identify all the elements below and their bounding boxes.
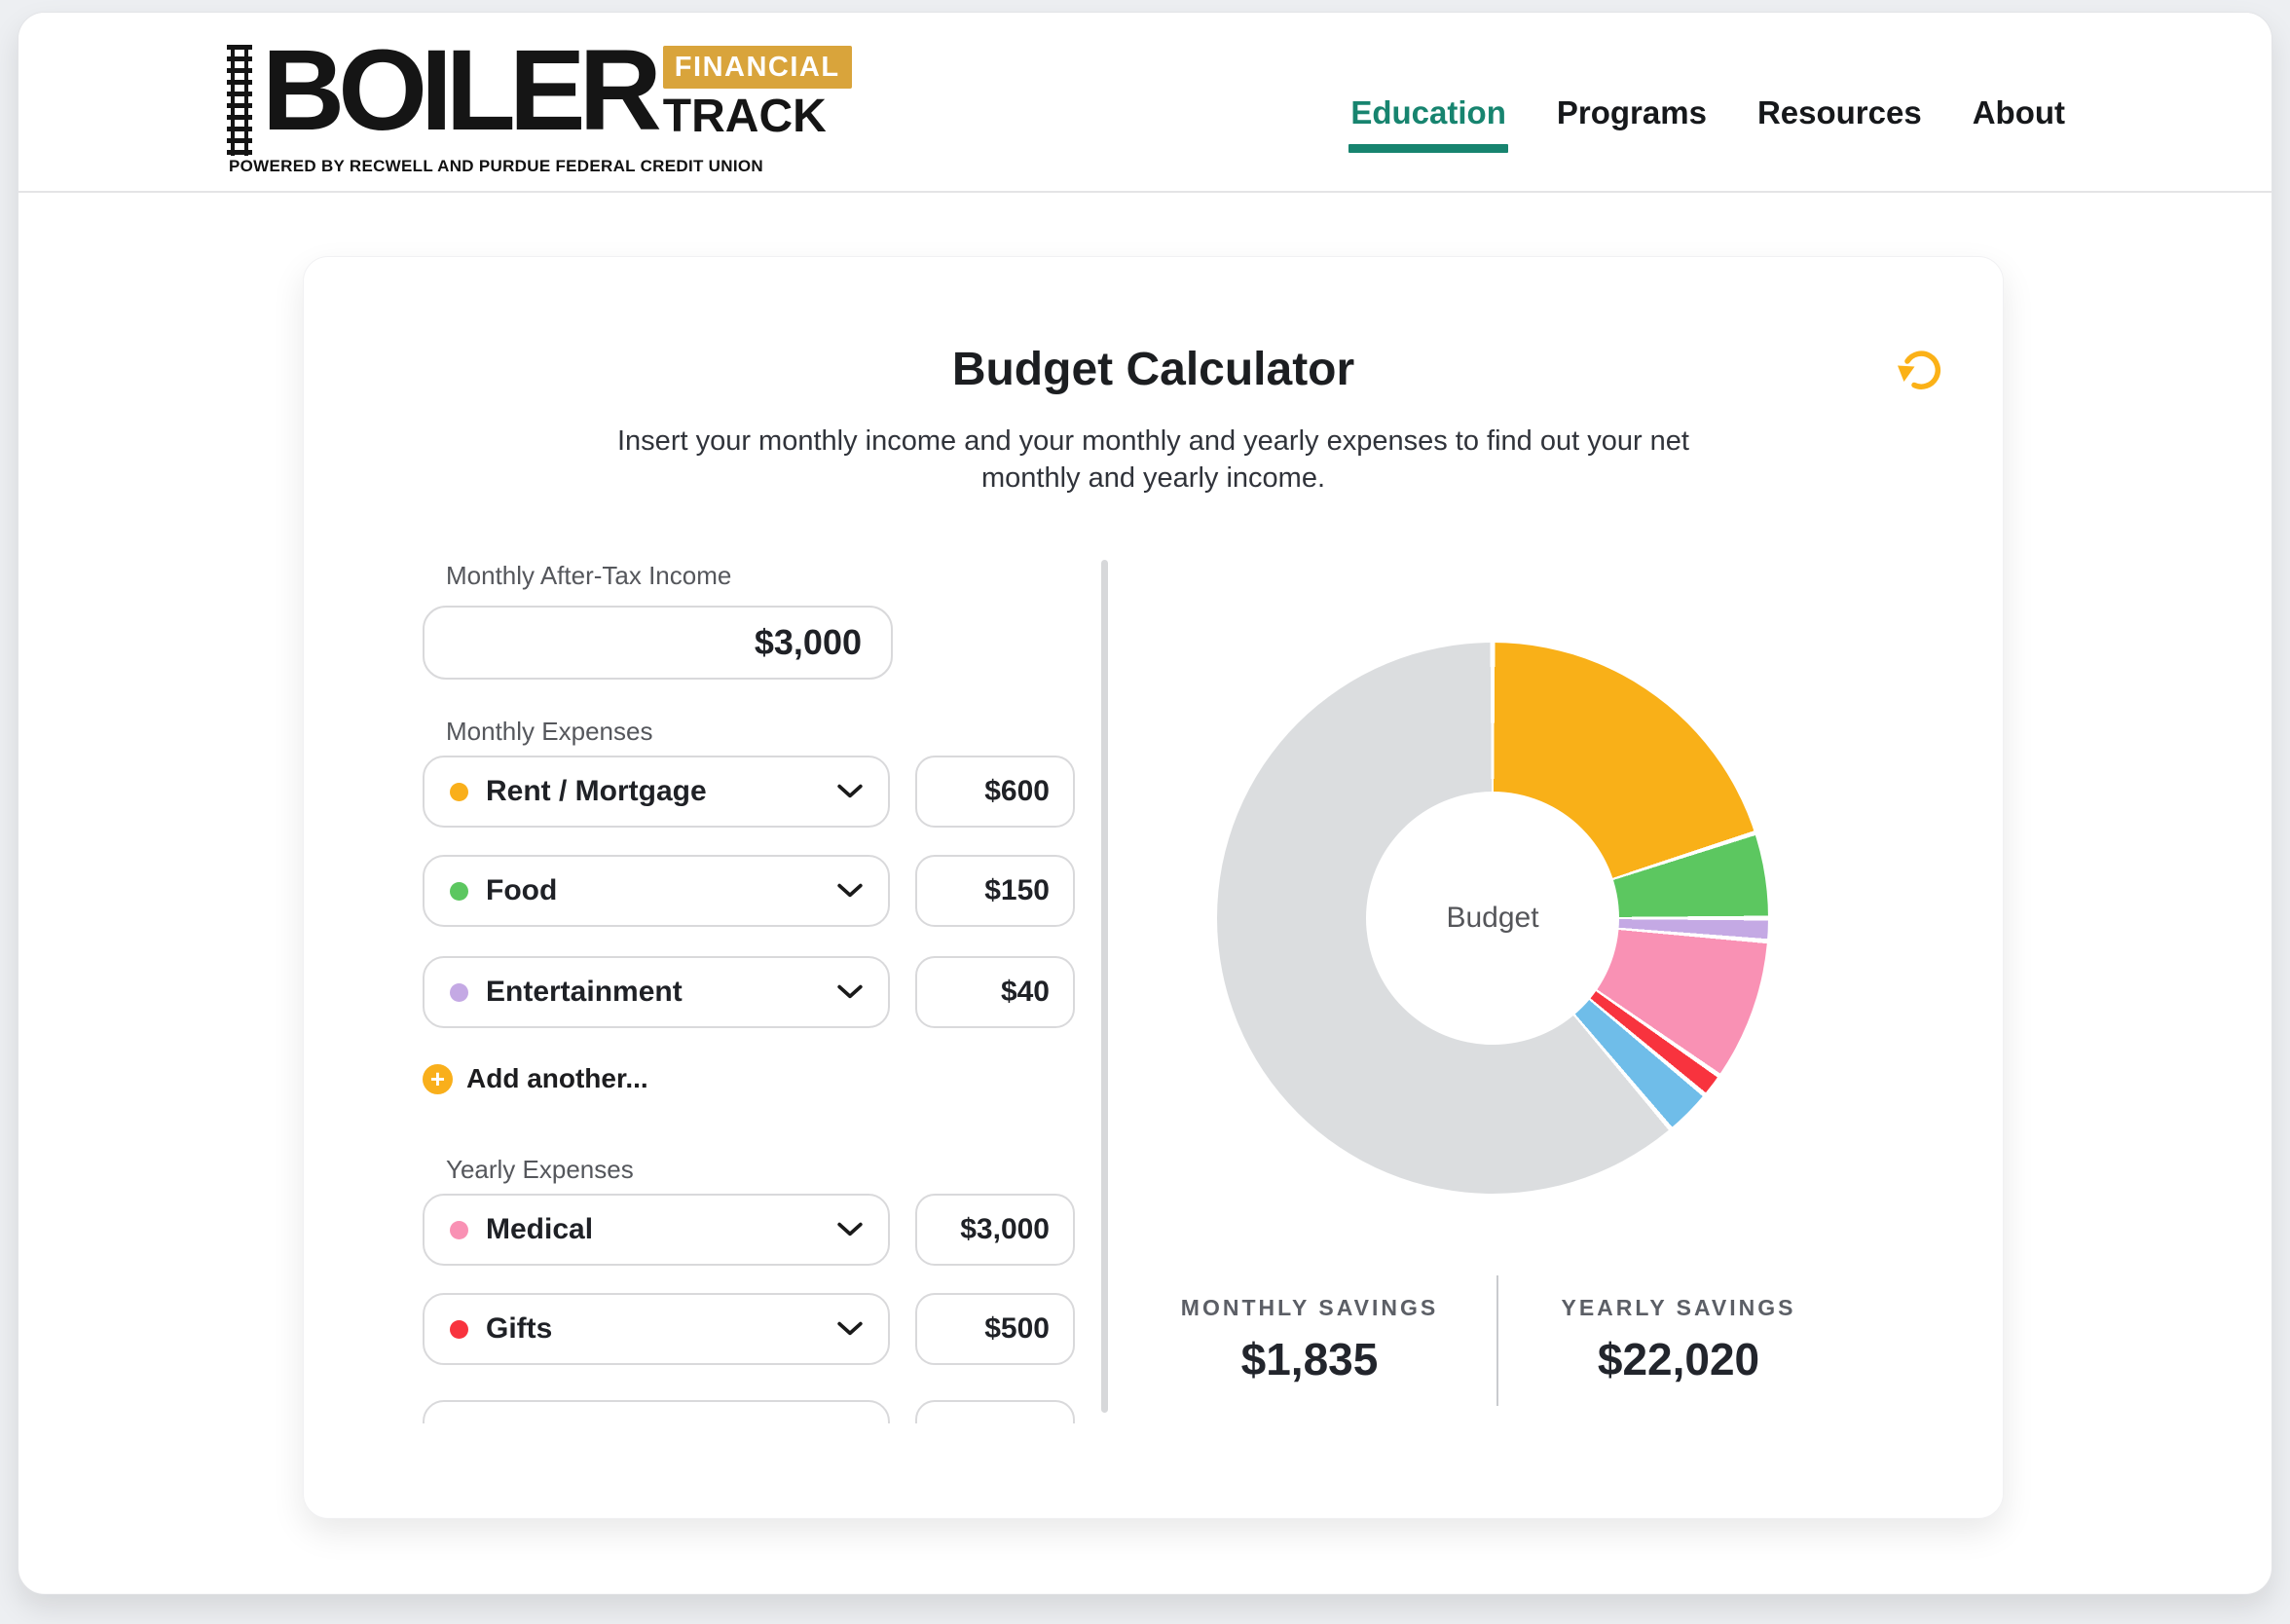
add-another-label: Add another... — [466, 1063, 648, 1093]
category-select-entertainment[interactable]: Entertainment — [423, 956, 890, 1028]
nav-item-about[interactable]: About — [1972, 94, 2065, 130]
income-label: Monthly After-Tax Income — [446, 561, 732, 590]
expense-row-rent: Rent / Mortgage $600 — [411, 756, 1094, 828]
category-label: Entertainment — [486, 976, 683, 1008]
amount-input-food[interactable]: $150 — [915, 855, 1075, 927]
chart-center-label: Budget — [1446, 902, 1539, 934]
add-another-button[interactable]: + Add another... — [423, 1063, 648, 1094]
form-scrollbar[interactable] — [1101, 560, 1108, 1413]
category-select-gifts[interactable]: Gifts — [423, 1293, 890, 1365]
amount-input-gifts[interactable]: $500 — [915, 1293, 1075, 1365]
yearly-savings-value: $22,020 — [1597, 1334, 1760, 1384]
reset-icon — [1898, 351, 1941, 389]
expense-form: Monthly After-Tax Income $3,000 Monthly … — [411, 549, 1094, 1423]
expense-row-entertainment: Entertainment $40 — [411, 956, 1094, 1028]
expense-row-gifts: Gifts $500 — [411, 1293, 1094, 1365]
category-label: Gifts — [486, 1312, 553, 1345]
calculator-description: Insert your monthly income and your mont… — [617, 425, 1689, 494]
chevron-down-icon — [837, 984, 863, 999]
expense-row-medical: Medical $3,000 — [411, 1194, 1094, 1266]
brand-badge-financial: FINANCIAL — [662, 46, 852, 89]
railroad-track-icon — [227, 45, 252, 156]
page-title: Budget Calculator — [951, 344, 1355, 395]
income-value: $3,000 — [754, 622, 862, 662]
amount-input-rent-mortgage[interactable]: $600 — [915, 756, 1075, 828]
active-tab-underline — [1348, 144, 1508, 153]
category-dot-icon — [450, 982, 468, 1002]
header-divider — [18, 191, 2272, 193]
category-select-food[interactable]: Food — [423, 855, 890, 927]
category-dot-icon — [450, 1220, 468, 1239]
chevron-down-icon — [837, 784, 863, 798]
budget-donut-chart: Budget — [1217, 643, 1768, 1194]
category-dot-icon — [450, 1319, 468, 1339]
monthly-savings-value: $1,835 — [1240, 1334, 1379, 1384]
brand-name-track: TRACK — [662, 91, 827, 142]
amount-value: $150 — [984, 874, 1050, 906]
amount-value: $600 — [984, 775, 1050, 807]
brand-tagline: POWERED BY RECWELL AND PURDUE FEDERAL CR… — [229, 157, 763, 175]
amount-value: $500 — [984, 1312, 1050, 1345]
main-nav: Education Programs Resources About — [1348, 94, 2065, 153]
amount-value: $40 — [1000, 976, 1050, 1008]
expense-row-food: Food $150 — [411, 855, 1094, 927]
plus-icon: + — [423, 1063, 453, 1094]
monthly-expenses-label: Monthly Expenses — [446, 717, 653, 746]
chevron-down-icon — [837, 1222, 863, 1236]
monthly-savings-label: MONTHLY SAVINGS — [1180, 1295, 1439, 1320]
browser-page: BOILER FINANCIAL TRACK POWERED BY RECWEL… — [18, 12, 2272, 1595]
nav-item-education-label: Education — [1350, 94, 1506, 130]
income-input[interactable]: $3,000 — [423, 606, 893, 680]
category-label: Medical — [486, 1213, 594, 1245]
brand-name-boiler: BOILER — [262, 26, 662, 155]
chevron-down-icon — [837, 883, 863, 898]
brand-logo-right: FINANCIAL TRACK — [662, 46, 852, 142]
amount-input-empty[interactable] — [915, 1400, 1075, 1423]
brand-logo: BOILER FINANCIAL TRACK POWERED BY RECWEL… — [227, 26, 852, 175]
yearly-savings-label: YEARLY SAVINGS — [1561, 1295, 1796, 1320]
yearly-savings-result: YEARLY SAVINGS $22,020 — [1523, 1295, 1834, 1385]
results-divider — [1496, 1275, 1498, 1406]
site-header: BOILER FINANCIAL TRACK POWERED BY RECWEL… — [18, 13, 2272, 191]
category-select-medical[interactable]: Medical — [423, 1194, 890, 1266]
nav-item-programs[interactable]: Programs — [1556, 94, 1707, 130]
yearly-expenses-label: Yearly Expenses — [446, 1155, 634, 1184]
expense-row-partial — [411, 1400, 1094, 1423]
category-dot-icon — [450, 782, 468, 801]
monthly-savings-result: MONTHLY SAVINGS $1,835 — [1154, 1295, 1465, 1385]
chevron-down-icon — [837, 1321, 863, 1336]
category-label: Food — [486, 874, 558, 906]
nav-item-resources[interactable]: Resources — [1756, 94, 1922, 130]
budget-calculator-card: Budget Calculator Insert your monthly in… — [303, 256, 2004, 1519]
nav-item-education[interactable]: Education — [1348, 94, 1508, 153]
amount-input-medical[interactable]: $3,000 — [915, 1194, 1075, 1266]
amount-input-entertainment[interactable]: $40 — [915, 956, 1075, 1028]
amount-value: $3,000 — [960, 1213, 1050, 1245]
donut-hole: Budget — [1366, 792, 1619, 1045]
reset-button[interactable] — [1893, 341, 1949, 397]
category-select-empty[interactable] — [423, 1400, 890, 1423]
category-select-rent-mortgage[interactable]: Rent / Mortgage — [423, 756, 890, 828]
category-label: Rent / Mortgage — [486, 775, 707, 807]
category-dot-icon — [450, 881, 468, 901]
